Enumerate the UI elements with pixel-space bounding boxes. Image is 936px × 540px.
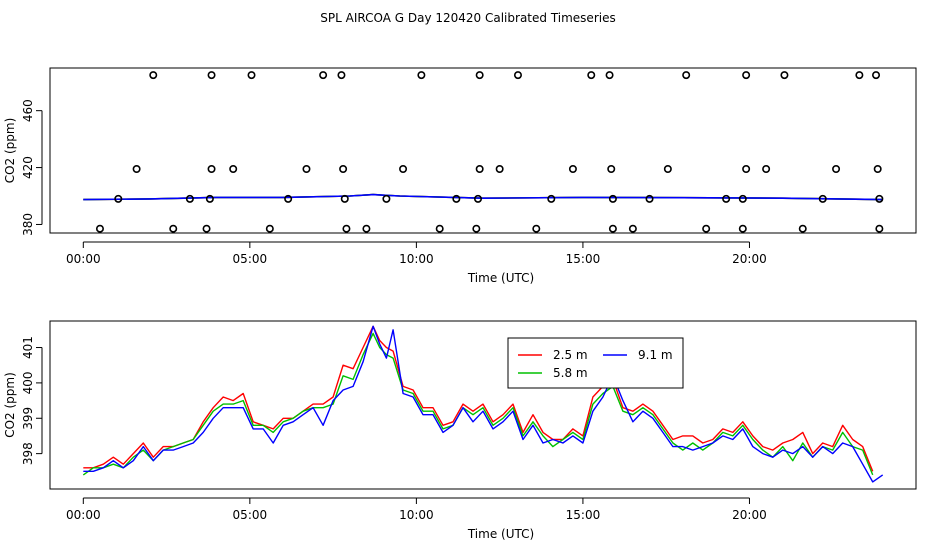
calibration-marker [738, 194, 747, 203]
calibration-marker [362, 224, 371, 233]
top-y-tick-label: 420 [21, 156, 35, 179]
calibration-marker [780, 71, 789, 80]
calibration-marker [247, 71, 256, 80]
calibration-marker [399, 164, 408, 173]
bottom-y-tick-label: 400 [21, 371, 35, 394]
calibration-marker [738, 224, 747, 233]
calibration-marker [628, 224, 637, 233]
calibration-marker [608, 224, 617, 233]
calibration-marker [872, 71, 881, 80]
bottom-y-axis-label: CO2 (ppm) [3, 372, 17, 438]
bottom-y-tick-label: 398 [21, 442, 35, 465]
calibration-marker [532, 224, 541, 233]
top-y-tick-label: 460 [21, 99, 35, 122]
calibration-marker [169, 224, 178, 233]
calibration-marker [202, 224, 211, 233]
figure-title: SPL AIRCOA G Day 120420 Calibrated Times… [320, 11, 615, 25]
legend-entry: 5.8 m [553, 366, 588, 380]
calibration-marker [742, 164, 751, 173]
top-y-tick-label: 380 [21, 213, 35, 236]
calibration-marker [149, 71, 158, 80]
bottom-x-tick-label: 15:00 [566, 508, 601, 522]
bottom-x-tick-label: 00:00 [66, 508, 101, 522]
calibration-marker [302, 164, 311, 173]
calibration-marker [207, 71, 216, 80]
bottom-panel: 00:00 05:00 10:00 15:00 20:00 Time (UTC) 398 39… [3, 320, 917, 540]
bottom-x-tick-label: 20:00 [732, 508, 767, 522]
calibration-marker [702, 224, 711, 233]
calibration-marker [513, 71, 522, 80]
calibration-marker [382, 194, 391, 203]
calibration-marker [855, 71, 864, 80]
calibration-marker [205, 194, 214, 203]
calibration-marker [607, 164, 616, 173]
top-x-tick-label: 05:00 [233, 252, 268, 266]
calibration-marker [645, 194, 654, 203]
bottom-y-tick-label: 399 [21, 407, 35, 430]
calibration-marker [417, 71, 426, 80]
calibration-marker [435, 224, 444, 233]
calibration-marker [742, 71, 751, 80]
bottom-x-tick-label: 05:00 [233, 508, 268, 522]
top-panel: 00:00 05:00 10:00 15:00 20:00 Time (UTC) 380 42… [3, 67, 917, 285]
calibration-marker [605, 71, 614, 80]
calibration-marker [875, 194, 884, 203]
top-x-tick-label: 00:00 [66, 252, 101, 266]
top-x-tick-label: 10:00 [399, 252, 434, 266]
calibration-marker [342, 224, 351, 233]
bottom-x-tick-label: 10:00 [399, 508, 434, 522]
top-x-tick-label: 15:00 [566, 252, 601, 266]
calibration-marker [663, 164, 672, 173]
calibration-marker [95, 224, 104, 233]
bottom-series-line-9-1-m [83, 325, 884, 483]
bottom-series-line-5-8-m [82, 332, 874, 476]
calibration-marker [475, 164, 484, 173]
legend-entry: 2.5 m [553, 348, 588, 362]
bottom-x-axis-label: Time (UTC) [467, 527, 534, 540]
calibration-marker [472, 224, 481, 233]
bottom-y-tick-label: 401 [21, 336, 35, 359]
calibration-marker [340, 194, 349, 203]
top-x-tick-label: 20:00 [732, 252, 767, 266]
calibration-marker [682, 71, 691, 80]
calibration-marker [568, 164, 577, 173]
calibration-marker [452, 194, 461, 203]
calibration-marker [475, 71, 484, 80]
top-plot-frame [49, 67, 917, 234]
calibration-marker [832, 164, 841, 173]
bottom-series-line-2-5-m [83, 325, 874, 472]
calibration-marker [339, 164, 348, 173]
calibration-marker [608, 194, 617, 203]
calibration-marker [284, 194, 293, 203]
calibration-marker [818, 194, 827, 203]
calibration-marker [875, 224, 884, 233]
calibration-marker [114, 194, 123, 203]
calibration-marker [207, 164, 216, 173]
legend-entry: 9.1 m [638, 348, 673, 362]
calibration-marker [873, 164, 882, 173]
top-x-axis-label: Time (UTC) [467, 271, 534, 285]
calibration-marker [229, 164, 238, 173]
calibration-marker [265, 224, 274, 233]
calibration-marker [762, 164, 771, 173]
calibration-marker [495, 164, 504, 173]
bottom-plot-frame [49, 320, 917, 490]
legend-box [507, 337, 684, 389]
calibration-marker [547, 194, 556, 203]
legend: 2.5 m 5.8 m 9.1 m [507, 337, 684, 389]
calibration-marker [722, 194, 731, 203]
calibration-marker [474, 194, 483, 203]
calibration-marker [185, 194, 194, 203]
calibration-marker [319, 71, 328, 80]
calibration-marker [587, 71, 596, 80]
calibration-marker [798, 224, 807, 233]
calibration-marker [337, 71, 346, 80]
calibration-marker [132, 164, 141, 173]
top-y-axis-label: CO2 (ppm) [3, 118, 17, 184]
